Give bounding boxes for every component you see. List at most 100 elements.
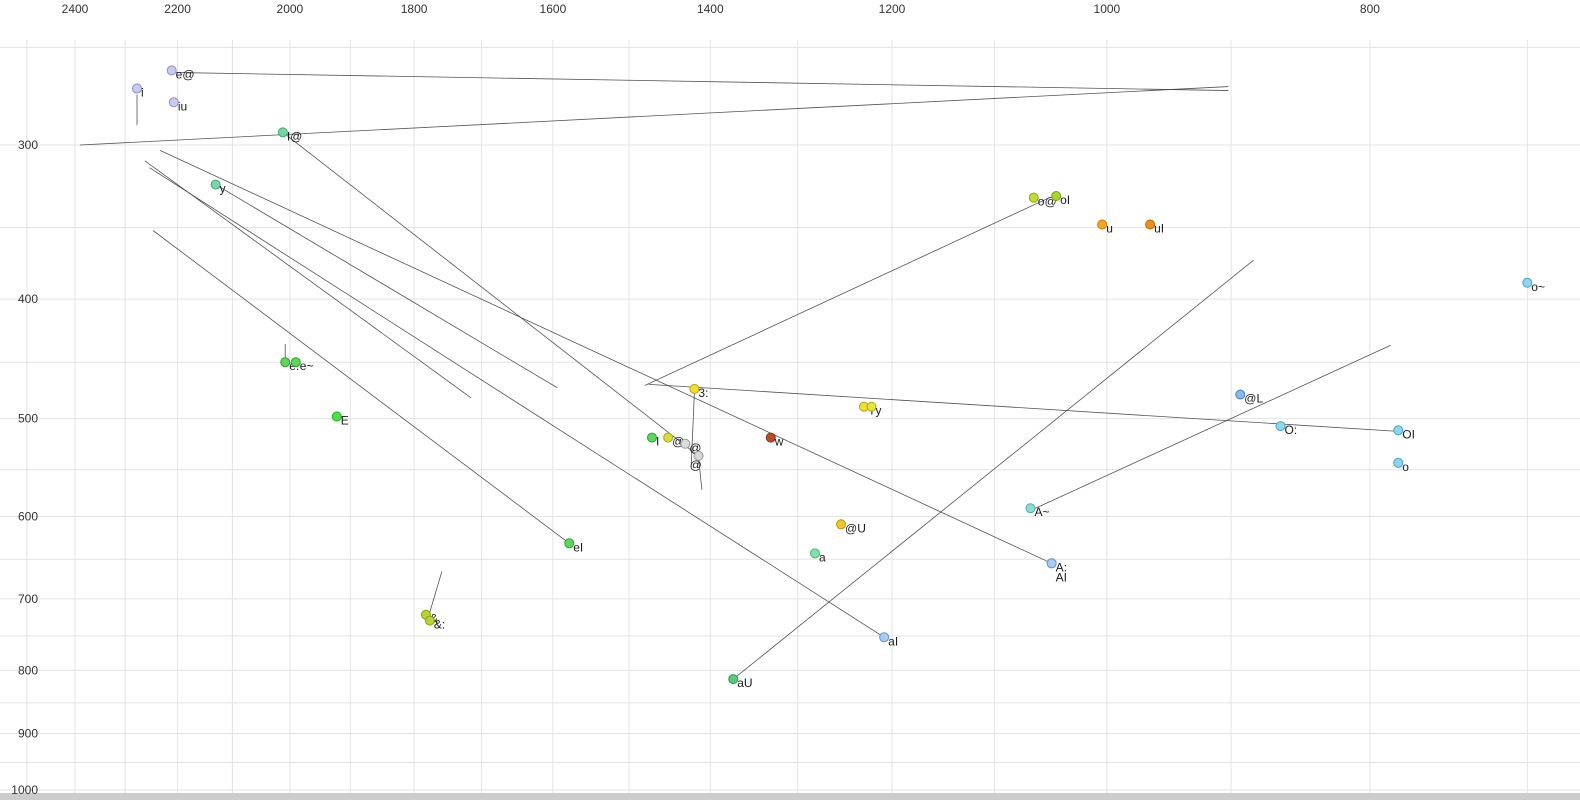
vowel-point	[166, 65, 177, 76]
vowel-point	[1393, 457, 1404, 468]
trajectory-line	[690, 392, 695, 468]
trajectory-line	[144, 160, 472, 399]
trajectory-layer	[79, 72, 1399, 680]
vowel-point	[810, 548, 821, 559]
vowel-label: O:	[1285, 423, 1298, 437]
vowel-point	[646, 432, 657, 443]
vowel-point	[564, 538, 575, 549]
vowel-label: y	[876, 404, 882, 418]
vowel-label: oI	[1060, 193, 1070, 207]
trajectory-line	[644, 197, 1050, 386]
y-tick-label: 300	[18, 138, 38, 152]
y-tick-label: 900	[18, 727, 38, 741]
grid-layer	[0, 40, 1580, 800]
y-tick-label: 700	[18, 592, 38, 606]
vowel-point	[1097, 219, 1108, 230]
vowel-label: AI	[1056, 570, 1067, 584]
vowel-point	[1025, 503, 1036, 514]
trajectory-line	[428, 571, 443, 615]
trajectory-line	[1031, 344, 1391, 511]
vowel-label: @U	[845, 521, 866, 535]
vowel-point	[1051, 191, 1062, 202]
vowel-point	[1235, 389, 1246, 400]
vowel-point	[210, 179, 221, 190]
vowel-label: A:	[1056, 560, 1067, 574]
vowel-point	[290, 357, 301, 368]
vowel-point	[1393, 425, 1404, 436]
y-tick-label: 400	[18, 292, 38, 306]
vowel-label: o~	[1531, 280, 1545, 294]
vowel-label: e@	[176, 67, 195, 81]
trajectory-line	[79, 86, 1229, 146]
y-tick-label: 1000	[11, 783, 38, 797]
vowel-label: e~	[300, 359, 314, 373]
vowel-label: o	[1402, 460, 1409, 474]
x-tick-label: 800	[1360, 2, 1380, 16]
vowel-point	[663, 432, 674, 443]
vowel-label: A~	[1034, 505, 1049, 519]
bottom-border-strip	[0, 793, 1580, 800]
vowel-point	[424, 615, 435, 626]
trajectory-line	[171, 72, 1229, 91]
y-tick-label: 500	[18, 412, 38, 426]
vowel-point	[280, 357, 291, 368]
y-tick-label: 600	[18, 509, 38, 523]
vowel-label: 3:	[698, 386, 708, 400]
x-tick-label: 1200	[879, 2, 906, 16]
trajectory-line	[282, 132, 699, 457]
vowel-point	[1028, 192, 1039, 203]
vowel-label: OI	[1402, 427, 1415, 441]
vowel-label: @L	[1244, 392, 1263, 406]
vowel-label: w	[774, 435, 784, 449]
x-tick-label: 1400	[697, 2, 724, 16]
vowel-label: u	[1106, 222, 1113, 236]
vowel-point	[1046, 558, 1057, 569]
x-tick-label: 2000	[277, 2, 304, 16]
vowel-label: I	[656, 435, 659, 449]
vowel-point	[728, 674, 739, 685]
trajectory-line	[733, 259, 1254, 680]
trajectory-line	[149, 167, 885, 638]
y-tick-label: 800	[18, 663, 38, 677]
vowel-point	[866, 401, 877, 412]
trajectory-line	[648, 383, 1399, 432]
trajectory-line	[215, 184, 558, 389]
vowel-point	[680, 438, 691, 449]
vowel-label: y	[220, 182, 226, 196]
vowel-label: uI	[1154, 222, 1164, 236]
vowel-label: i	[141, 86, 144, 100]
vowel-label: iu	[178, 99, 187, 113]
vowel-label: I@	[287, 129, 303, 143]
vowel-point	[132, 83, 143, 94]
vowel-label: a	[819, 550, 826, 564]
vowel-point	[836, 519, 847, 530]
points-layer: e@iiuI@yo@oIuuIo~e:e~E3:YyI@@@w@UaA~A:AI…	[132, 65, 1545, 690]
vowel-point	[689, 383, 700, 394]
vowel-label: aU	[737, 676, 752, 690]
vowel-label: @	[690, 458, 702, 472]
vowel-point	[168, 97, 179, 108]
x-tick-label: 2200	[164, 2, 191, 16]
x-tick-label: 2400	[62, 2, 89, 16]
vowel-label: aI	[888, 634, 898, 648]
vowel-point	[879, 632, 890, 643]
vowel-point	[1145, 219, 1156, 230]
x-tick-label: 1800	[401, 2, 428, 16]
axis-labels-layer: 2400 2200 2000 1800 1600 1400 1200 1000 800 300 40…	[11, 2, 1380, 797]
vowel-point	[331, 411, 342, 422]
x-tick-label: 1600	[540, 2, 567, 16]
vowel-point	[1275, 421, 1286, 432]
vowel-label: eI	[573, 540, 583, 554]
vowel-label: E	[341, 414, 349, 428]
x-tick-label: 1000	[1094, 2, 1121, 16]
trajectory-line	[159, 149, 1052, 564]
vowel-point	[765, 432, 776, 443]
vowel-point	[1522, 277, 1533, 288]
vowel-point	[277, 127, 288, 138]
vowel-label: &:	[434, 618, 445, 632]
trajectory-line	[152, 230, 570, 544]
vowel-point	[693, 450, 704, 461]
trajectory-line	[698, 457, 703, 490]
